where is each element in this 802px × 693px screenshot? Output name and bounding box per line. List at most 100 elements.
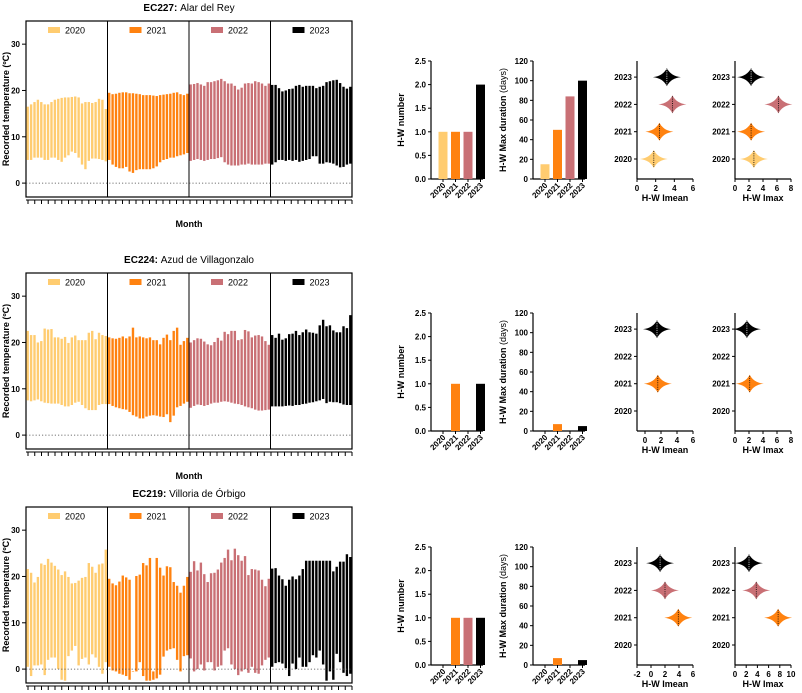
temperature-bar <box>189 571 192 659</box>
temperature-bar <box>63 336 67 407</box>
temperature-bar <box>216 337 220 403</box>
temperature-bar <box>87 332 91 411</box>
violin-2023 <box>643 320 671 339</box>
temperature-bar <box>63 571 67 681</box>
temperature-bar <box>182 585 186 657</box>
temperature-bar <box>335 566 338 654</box>
temperature-bar <box>335 332 338 403</box>
y-tick-label: 1.0 <box>415 614 427 623</box>
temperature-bar <box>281 339 284 407</box>
temperature-bar <box>342 561 345 673</box>
temperature-bar <box>260 83 264 165</box>
x-tick-label: 10 <box>787 670 796 679</box>
y-tick-label: 100 <box>515 563 529 572</box>
temperature-bar <box>287 334 291 406</box>
x-tick-label: 2 <box>653 184 658 193</box>
temperature-bar <box>172 92 175 158</box>
temperature-bar <box>84 576 87 658</box>
temperature-bar <box>284 90 287 161</box>
temperature-bar <box>111 583 114 671</box>
temperature-bar <box>155 340 158 416</box>
temperature-bar <box>311 332 315 403</box>
temperature-bar <box>345 88 349 165</box>
y-tick-label: 80 <box>519 96 528 105</box>
temperature-bar <box>138 574 141 663</box>
legend-label-2023: 2023 <box>310 26 330 36</box>
bar-2022 <box>463 617 473 665</box>
temperature-bar <box>135 576 138 672</box>
violin-2021 <box>764 608 793 627</box>
temperature-bar <box>196 83 199 160</box>
hw-imax-violin: 0 2 4 6 8 10 H-W Imax 2020 2021 2022 2023 <box>712 547 796 689</box>
temperature-bar <box>237 555 240 676</box>
bar-2023 <box>476 383 485 431</box>
temperature-bar <box>36 342 40 400</box>
hw-imean-violin: 0 2 4 6H-W Imean 2020 2021 2022 2023 <box>614 61 696 203</box>
temperature-bar <box>36 99 40 158</box>
temperature-bar <box>243 83 247 165</box>
x-tick-label: 4 <box>675 436 680 445</box>
temperature-bar <box>338 83 342 168</box>
x-tick-label: 6 <box>775 184 780 193</box>
temperature-bar <box>77 340 80 402</box>
x-tick-label: 6 <box>766 670 771 679</box>
bar-2021 <box>553 424 562 431</box>
temperature-bar <box>111 338 114 406</box>
temperature-bar <box>311 85 315 157</box>
temperature-bar <box>74 335 77 403</box>
bar-2021 <box>451 383 460 431</box>
temperature-bar <box>321 319 325 399</box>
temperature-bar <box>294 85 298 160</box>
bar-2021 <box>451 617 460 665</box>
station-title: EC224: Azud de Villagonzalo <box>124 255 254 266</box>
temperature-bar <box>84 340 87 409</box>
y-tick-label: 2021 <box>614 380 632 389</box>
temperature-bar <box>91 102 94 159</box>
y-tick-label: 30 <box>11 40 20 49</box>
violin-2021 <box>664 608 693 627</box>
temperature-bar <box>338 561 342 663</box>
temperature-bar <box>332 330 335 403</box>
y-tick-label: 30 <box>11 292 20 301</box>
y-tick-label: 1.5 <box>415 590 427 599</box>
temperature-bar <box>175 327 179 408</box>
y-tick-label: 0.0 <box>415 175 427 184</box>
temperature-bar <box>294 579 298 670</box>
y-tick-label: 1.5 <box>415 104 427 113</box>
temperature-bar <box>74 96 77 153</box>
temperature-bar <box>108 337 111 405</box>
y-tick-label: 100 <box>515 329 529 338</box>
temperature-bar <box>257 570 260 674</box>
temperature-bar <box>250 337 254 409</box>
legend-swatch-2023 <box>292 279 305 285</box>
x-tick-label: 8 <box>789 184 794 193</box>
y-axis-label-main: H-W Max duration <box>498 582 508 659</box>
temperature-bar <box>26 330 29 401</box>
temperature-bar <box>94 572 97 658</box>
y-axis-label-main: H-W number <box>396 345 406 399</box>
temperature-bar <box>335 79 338 166</box>
temperature-bar <box>108 92 111 160</box>
x-tick-label: 0 <box>635 184 640 193</box>
legend-label-2020: 2020 <box>65 26 85 36</box>
y-tick-label: 2.5 <box>415 309 427 318</box>
temperature-bar <box>233 85 237 166</box>
y-tick-label: 2022 <box>712 352 730 361</box>
hw-imean-violin: 0 2 4 6H-W Imean 2020 2021 2022 2023 <box>614 313 696 455</box>
temperature-bar <box>67 342 70 407</box>
temperature-bar <box>121 92 124 169</box>
y-tick-label: 2022 <box>614 352 632 361</box>
temperature-bar <box>87 102 91 161</box>
temperature-bar <box>345 554 349 677</box>
temperature-bar <box>155 557 158 679</box>
temperature-bar <box>332 571 335 680</box>
temperature-bar <box>158 95 162 163</box>
temperature-bar <box>179 94 182 156</box>
violin-2023 <box>735 554 763 573</box>
temperature-bar <box>84 102 87 170</box>
y-axis-label-unit: (days) <box>498 554 508 582</box>
temperature-bar <box>281 91 284 160</box>
